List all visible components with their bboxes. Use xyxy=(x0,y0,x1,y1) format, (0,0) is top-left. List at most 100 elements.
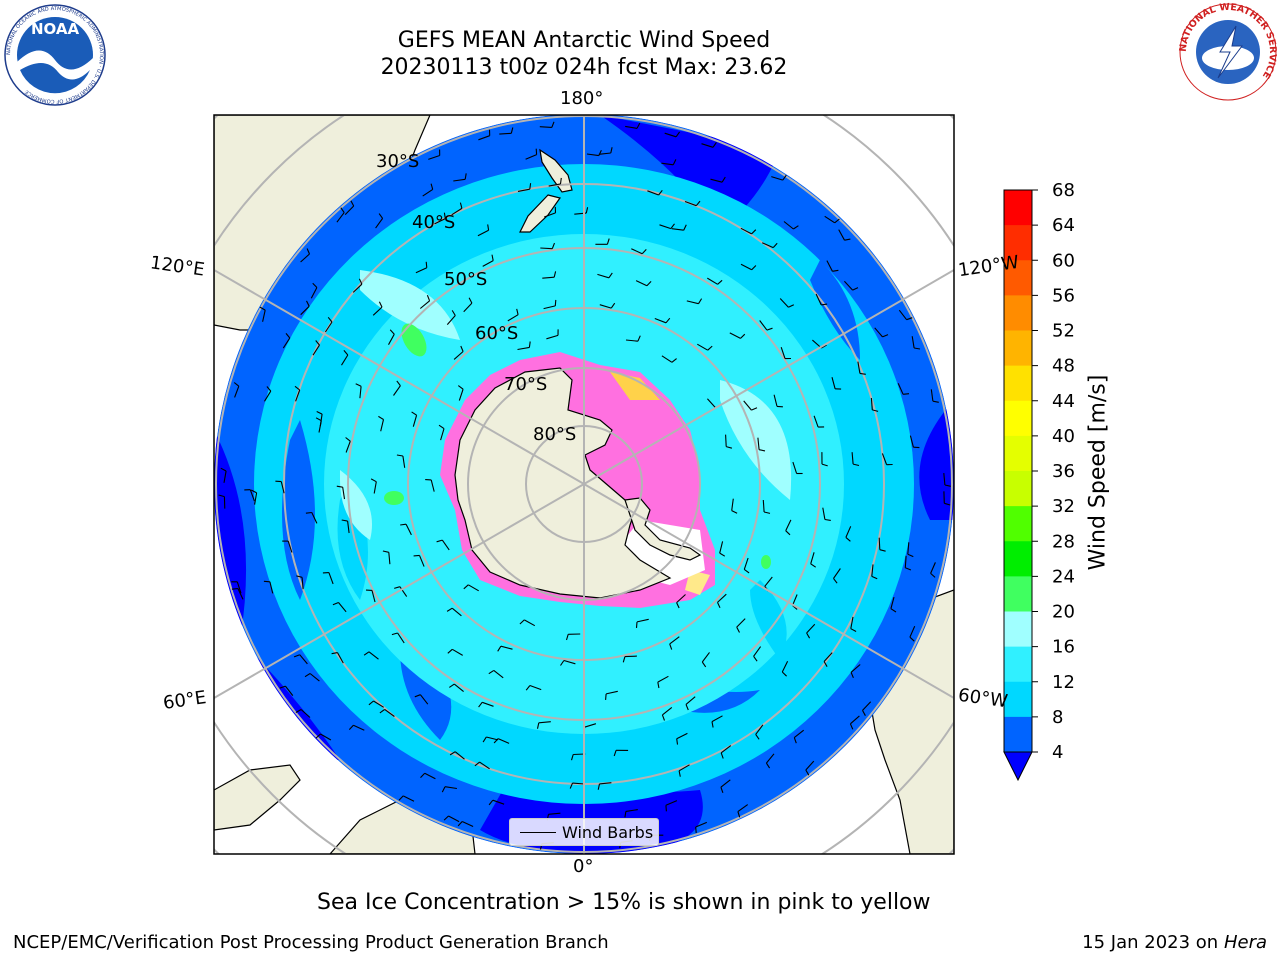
wind-barb xyxy=(871,564,874,577)
wind-barb-flag xyxy=(903,393,910,395)
wind-barb-flag xyxy=(712,142,717,148)
wind-barb-flag xyxy=(553,271,557,278)
wind-barb-flag xyxy=(525,685,531,691)
wind-barb xyxy=(771,176,783,181)
wind-barb-flag xyxy=(368,700,374,706)
wind-barb-flag xyxy=(554,299,557,306)
map-frame xyxy=(213,114,955,855)
wind-barb-flag xyxy=(606,238,610,245)
wind-barb xyxy=(223,470,227,483)
colorbar-bin xyxy=(1004,716,1032,753)
wind-barbs xyxy=(218,121,951,850)
wind-barb-flag xyxy=(636,122,641,129)
wind-barb xyxy=(287,540,293,553)
wind-barb xyxy=(647,190,659,196)
wind-barb xyxy=(823,652,833,662)
wind-barb xyxy=(486,736,499,741)
lat-label-80s: 80°S xyxy=(533,424,577,445)
wind-barb xyxy=(635,280,648,287)
wind-barb-flag xyxy=(944,484,951,487)
wind-barb-flag xyxy=(823,661,828,667)
wind-barb-flag xyxy=(850,628,857,632)
colorbar-bin xyxy=(1004,190,1032,226)
wind-barb-flag xyxy=(449,751,456,756)
wind-barb xyxy=(857,361,861,374)
wind-barb xyxy=(862,701,872,711)
wind-barb xyxy=(731,498,734,511)
wind-barb xyxy=(671,228,684,231)
wind-barb xyxy=(897,383,904,395)
wind-barb xyxy=(280,481,285,494)
colorbar-tick-label: 68 xyxy=(1052,180,1075,201)
wind-barb xyxy=(736,618,746,628)
wind-barb-flag xyxy=(304,673,311,678)
wind-barb xyxy=(907,542,910,555)
wind-barb-flag xyxy=(907,553,914,558)
colorbar-tick-label: 12 xyxy=(1052,672,1075,693)
wind-barb-flag xyxy=(695,200,701,207)
wind-barb xyxy=(759,320,768,331)
wind-barb xyxy=(388,333,395,345)
wind-barb xyxy=(544,212,556,218)
wind-barb xyxy=(785,519,792,531)
wind-barb-flag xyxy=(482,736,487,743)
colorbar-bin xyxy=(1004,400,1032,437)
wind-barb xyxy=(402,455,406,468)
noaa-logo-text: NOAA xyxy=(31,20,80,38)
wind-barb xyxy=(264,390,272,402)
wind-barb-flag xyxy=(661,714,666,721)
wind-barb xyxy=(890,596,895,609)
wind-barb-flag xyxy=(441,786,446,793)
wind-barb xyxy=(463,302,473,313)
madagascar-land xyxy=(214,764,301,831)
wind-barb-flag xyxy=(763,511,771,514)
lat-label-60s: 60°S xyxy=(475,323,519,344)
wind-barb-flag xyxy=(726,446,733,449)
lon-label-180: 180° xyxy=(560,88,604,109)
colorbar-tick-label: 16 xyxy=(1052,637,1075,658)
wind-barb-flag xyxy=(396,454,403,457)
colorbar-bin xyxy=(1004,435,1032,472)
colorbar-tick-label: 32 xyxy=(1052,496,1075,517)
wind-barb xyxy=(605,690,618,695)
wind-barb xyxy=(342,487,346,500)
wind-barb xyxy=(764,576,773,587)
wind-barb-flag xyxy=(425,261,428,268)
wind-barb-flag xyxy=(872,409,879,412)
footer-left: NCEP/EMC/Verification Post Processing Pr… xyxy=(13,932,609,953)
wind-barb xyxy=(548,812,561,815)
wind-barb xyxy=(599,782,612,785)
wind-barb xyxy=(482,701,494,707)
wind-barb-flag xyxy=(753,655,758,662)
wind-barb xyxy=(719,541,724,554)
wind-barb xyxy=(300,253,310,263)
wind-barb xyxy=(824,215,835,224)
colorbar-bin xyxy=(1004,225,1032,261)
wind-band-16-20-northwest xyxy=(360,270,460,340)
wind-barb-flag xyxy=(720,752,724,759)
wind-barb-flag xyxy=(781,671,787,677)
wind-barb xyxy=(676,594,686,604)
colorbar-bin xyxy=(1004,506,1032,542)
wind-barb xyxy=(762,499,765,513)
wind-barb-flag xyxy=(420,772,426,778)
wind-barb xyxy=(453,683,464,693)
wind-barb-flag xyxy=(665,805,667,812)
wind-barb xyxy=(737,804,749,813)
wind-barb-flag xyxy=(336,485,343,488)
wind-barb xyxy=(546,334,559,340)
wind-barb xyxy=(419,694,429,705)
wind-barb xyxy=(478,135,490,141)
wind-barb-flag xyxy=(438,424,445,430)
map-legend: Wind Barbs xyxy=(509,818,659,846)
wind-barb xyxy=(482,260,494,267)
wind-barb xyxy=(625,125,638,129)
wind-barb-flag xyxy=(721,176,726,183)
wind-barb xyxy=(453,178,466,182)
wind-barb-flag xyxy=(451,310,456,316)
wind-barb-flag xyxy=(805,769,810,776)
wind-barb xyxy=(428,154,440,160)
wind-barb xyxy=(631,248,643,255)
wind-barb xyxy=(597,273,610,279)
wind-barb xyxy=(586,153,599,157)
